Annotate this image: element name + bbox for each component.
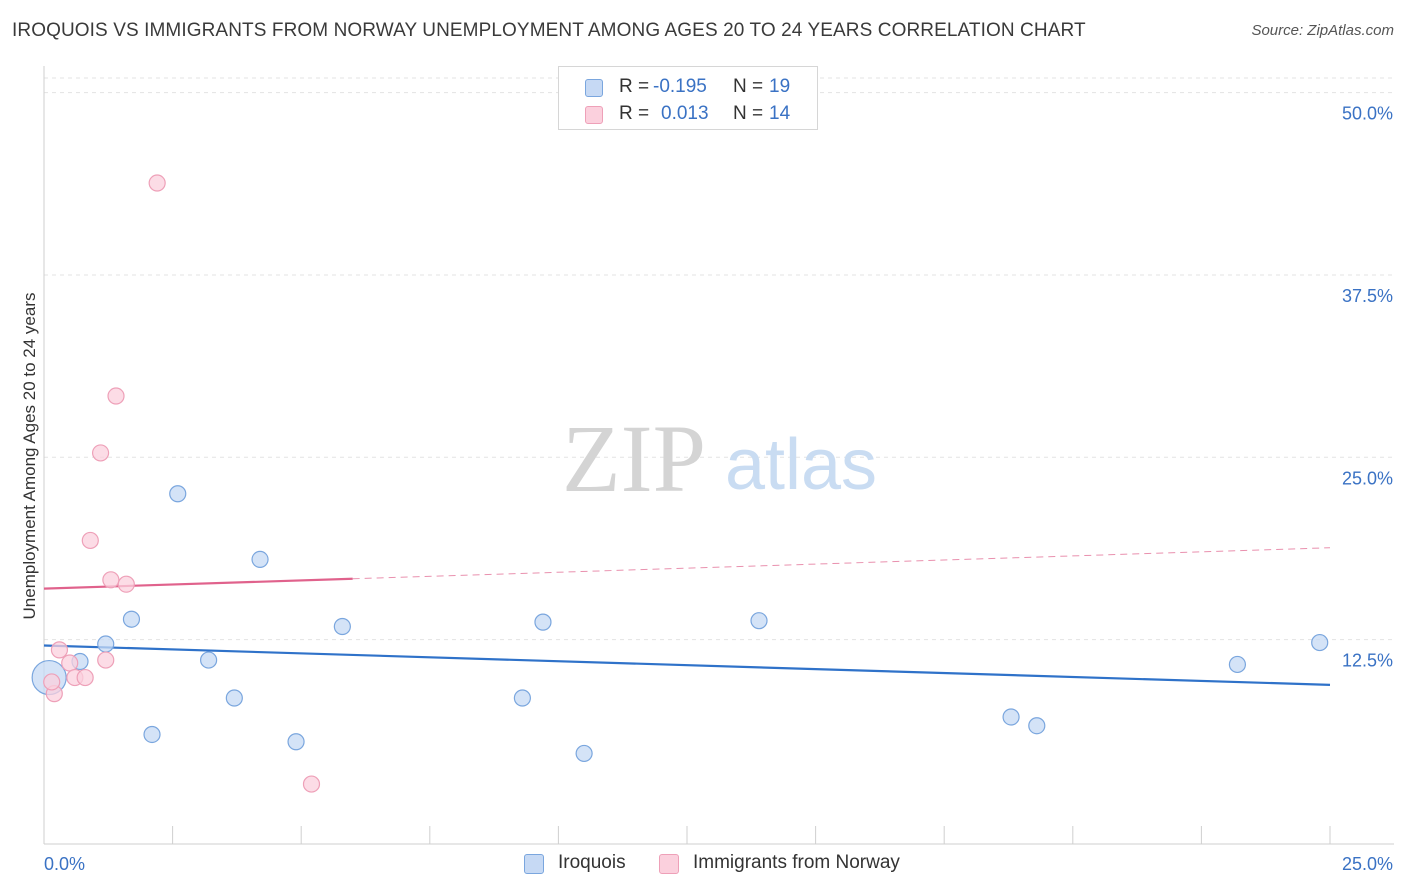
x-tick-label: 25.0% xyxy=(1342,854,1393,874)
legend-swatch-norway xyxy=(585,106,603,124)
grid-layer xyxy=(44,77,1394,641)
data-point-norway xyxy=(148,174,166,192)
data-point-iroquois xyxy=(1002,708,1020,726)
data-point-iroquois xyxy=(534,613,552,631)
watermark-atlas: atlas xyxy=(725,425,877,505)
data-point-iroquois xyxy=(1028,717,1046,735)
legend-r-label: R = xyxy=(619,103,650,124)
bottom-legend-swatch-iroquois xyxy=(524,854,544,874)
data-point-iroquois xyxy=(575,744,593,763)
x-tick-label: 0.0% xyxy=(44,854,85,874)
data-point-norway xyxy=(117,575,135,593)
tick-label-layer: 12.5% 25.0% 37.5% 50.0% 0.0% 25.0% xyxy=(44,104,1393,874)
legend-r-label: R = xyxy=(619,76,650,97)
data-point-norway xyxy=(302,775,321,793)
bottom-legend-label-iroquois: Iroquois xyxy=(558,852,626,873)
legend-n-label: N = xyxy=(733,76,764,97)
data-point-iroquois xyxy=(333,617,351,636)
legend-n-value: 14 xyxy=(769,103,791,124)
data-point-iroquois xyxy=(1311,633,1329,652)
y-tick-label: 37.5% xyxy=(1342,286,1393,306)
legend-n-label: N = xyxy=(733,103,764,124)
correlation-legend: R = -0.195 N = 19 R = 0.013 N = 14 xyxy=(558,66,818,130)
y-tick-label: 50.0% xyxy=(1342,104,1393,124)
data-point-norway xyxy=(107,387,125,405)
chart-source: Source: ZipAtlas.com xyxy=(1251,22,1394,39)
y-tick-label: 25.0% xyxy=(1342,468,1393,488)
chart-title: IROQUOIS VS IMMIGRANTS FROM NORWAY UNEMP… xyxy=(12,20,1086,41)
data-point-iroquois xyxy=(143,725,161,744)
data-point-norway xyxy=(91,444,110,462)
data-point-iroquois xyxy=(225,689,243,707)
data-point-iroquois xyxy=(750,612,768,630)
legend-n-value: 19 xyxy=(769,76,791,97)
bottom-legend-swatch-norway xyxy=(659,854,679,874)
data-point-iroquois xyxy=(97,635,115,653)
data-point-iroquois xyxy=(122,610,141,628)
legend-swatch-iroquois xyxy=(585,79,603,97)
trend-line-norway xyxy=(43,577,353,590)
trend-line-iroquois xyxy=(43,644,1331,686)
data-point-norway xyxy=(102,571,120,589)
watermark-zip: ZIP xyxy=(562,405,706,512)
data-point-norway xyxy=(97,651,115,669)
legend-r-value: -0.195 xyxy=(653,76,707,97)
data-point-norway xyxy=(81,531,99,550)
data-point-iroquois xyxy=(1228,655,1247,674)
data-point-norway xyxy=(50,641,69,659)
y-tick-label: 12.5% xyxy=(1342,651,1393,671)
legend-r-value: 0.013 xyxy=(661,103,709,124)
data-point-iroquois xyxy=(200,651,218,669)
data-point-norway xyxy=(43,673,61,691)
data-point-iroquois xyxy=(513,689,531,707)
trend-layer xyxy=(43,547,1331,686)
data-point-norway xyxy=(61,654,79,672)
axis-layer xyxy=(43,66,1394,845)
bottom-legend-label-norway: Immigrants from Norway xyxy=(693,852,900,873)
data-point-iroquois xyxy=(169,485,187,503)
data-point-norway xyxy=(76,668,94,687)
trend-line-norway-dashed xyxy=(352,547,1331,580)
data-point-iroquois xyxy=(251,550,269,569)
points-layer xyxy=(31,174,1329,793)
data-point-iroquois xyxy=(287,733,305,751)
watermark: ZIP atlas xyxy=(562,405,877,512)
